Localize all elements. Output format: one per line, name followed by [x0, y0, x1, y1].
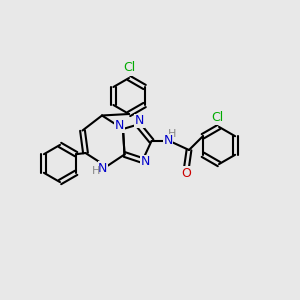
Text: O: O — [181, 167, 191, 180]
Text: H: H — [92, 166, 100, 176]
Text: Cl: Cl — [123, 61, 135, 74]
Text: N: N — [141, 155, 150, 169]
Text: H: H — [168, 129, 176, 140]
Text: Cl: Cl — [212, 111, 224, 124]
Text: N: N — [163, 134, 173, 148]
Text: N: N — [115, 119, 124, 132]
Text: N: N — [135, 114, 144, 128]
Text: N: N — [98, 161, 108, 175]
Text: Cl: Cl — [123, 62, 135, 76]
